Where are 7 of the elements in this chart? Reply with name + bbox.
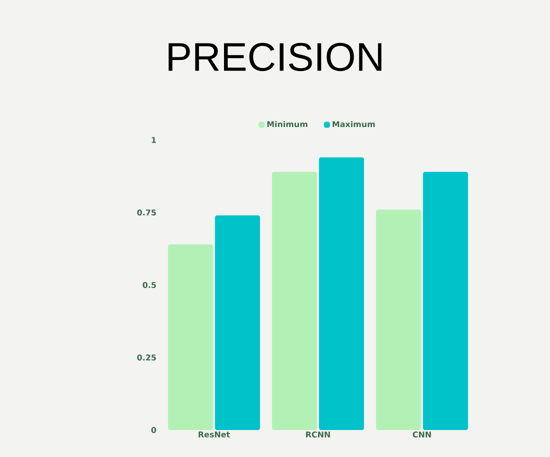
bar [272,172,318,430]
chart-title: PRECISION [168,42,382,72]
bar [215,215,260,430]
bar [319,157,364,430]
bar [376,210,422,430]
bar [168,244,214,430]
bar [423,172,468,430]
